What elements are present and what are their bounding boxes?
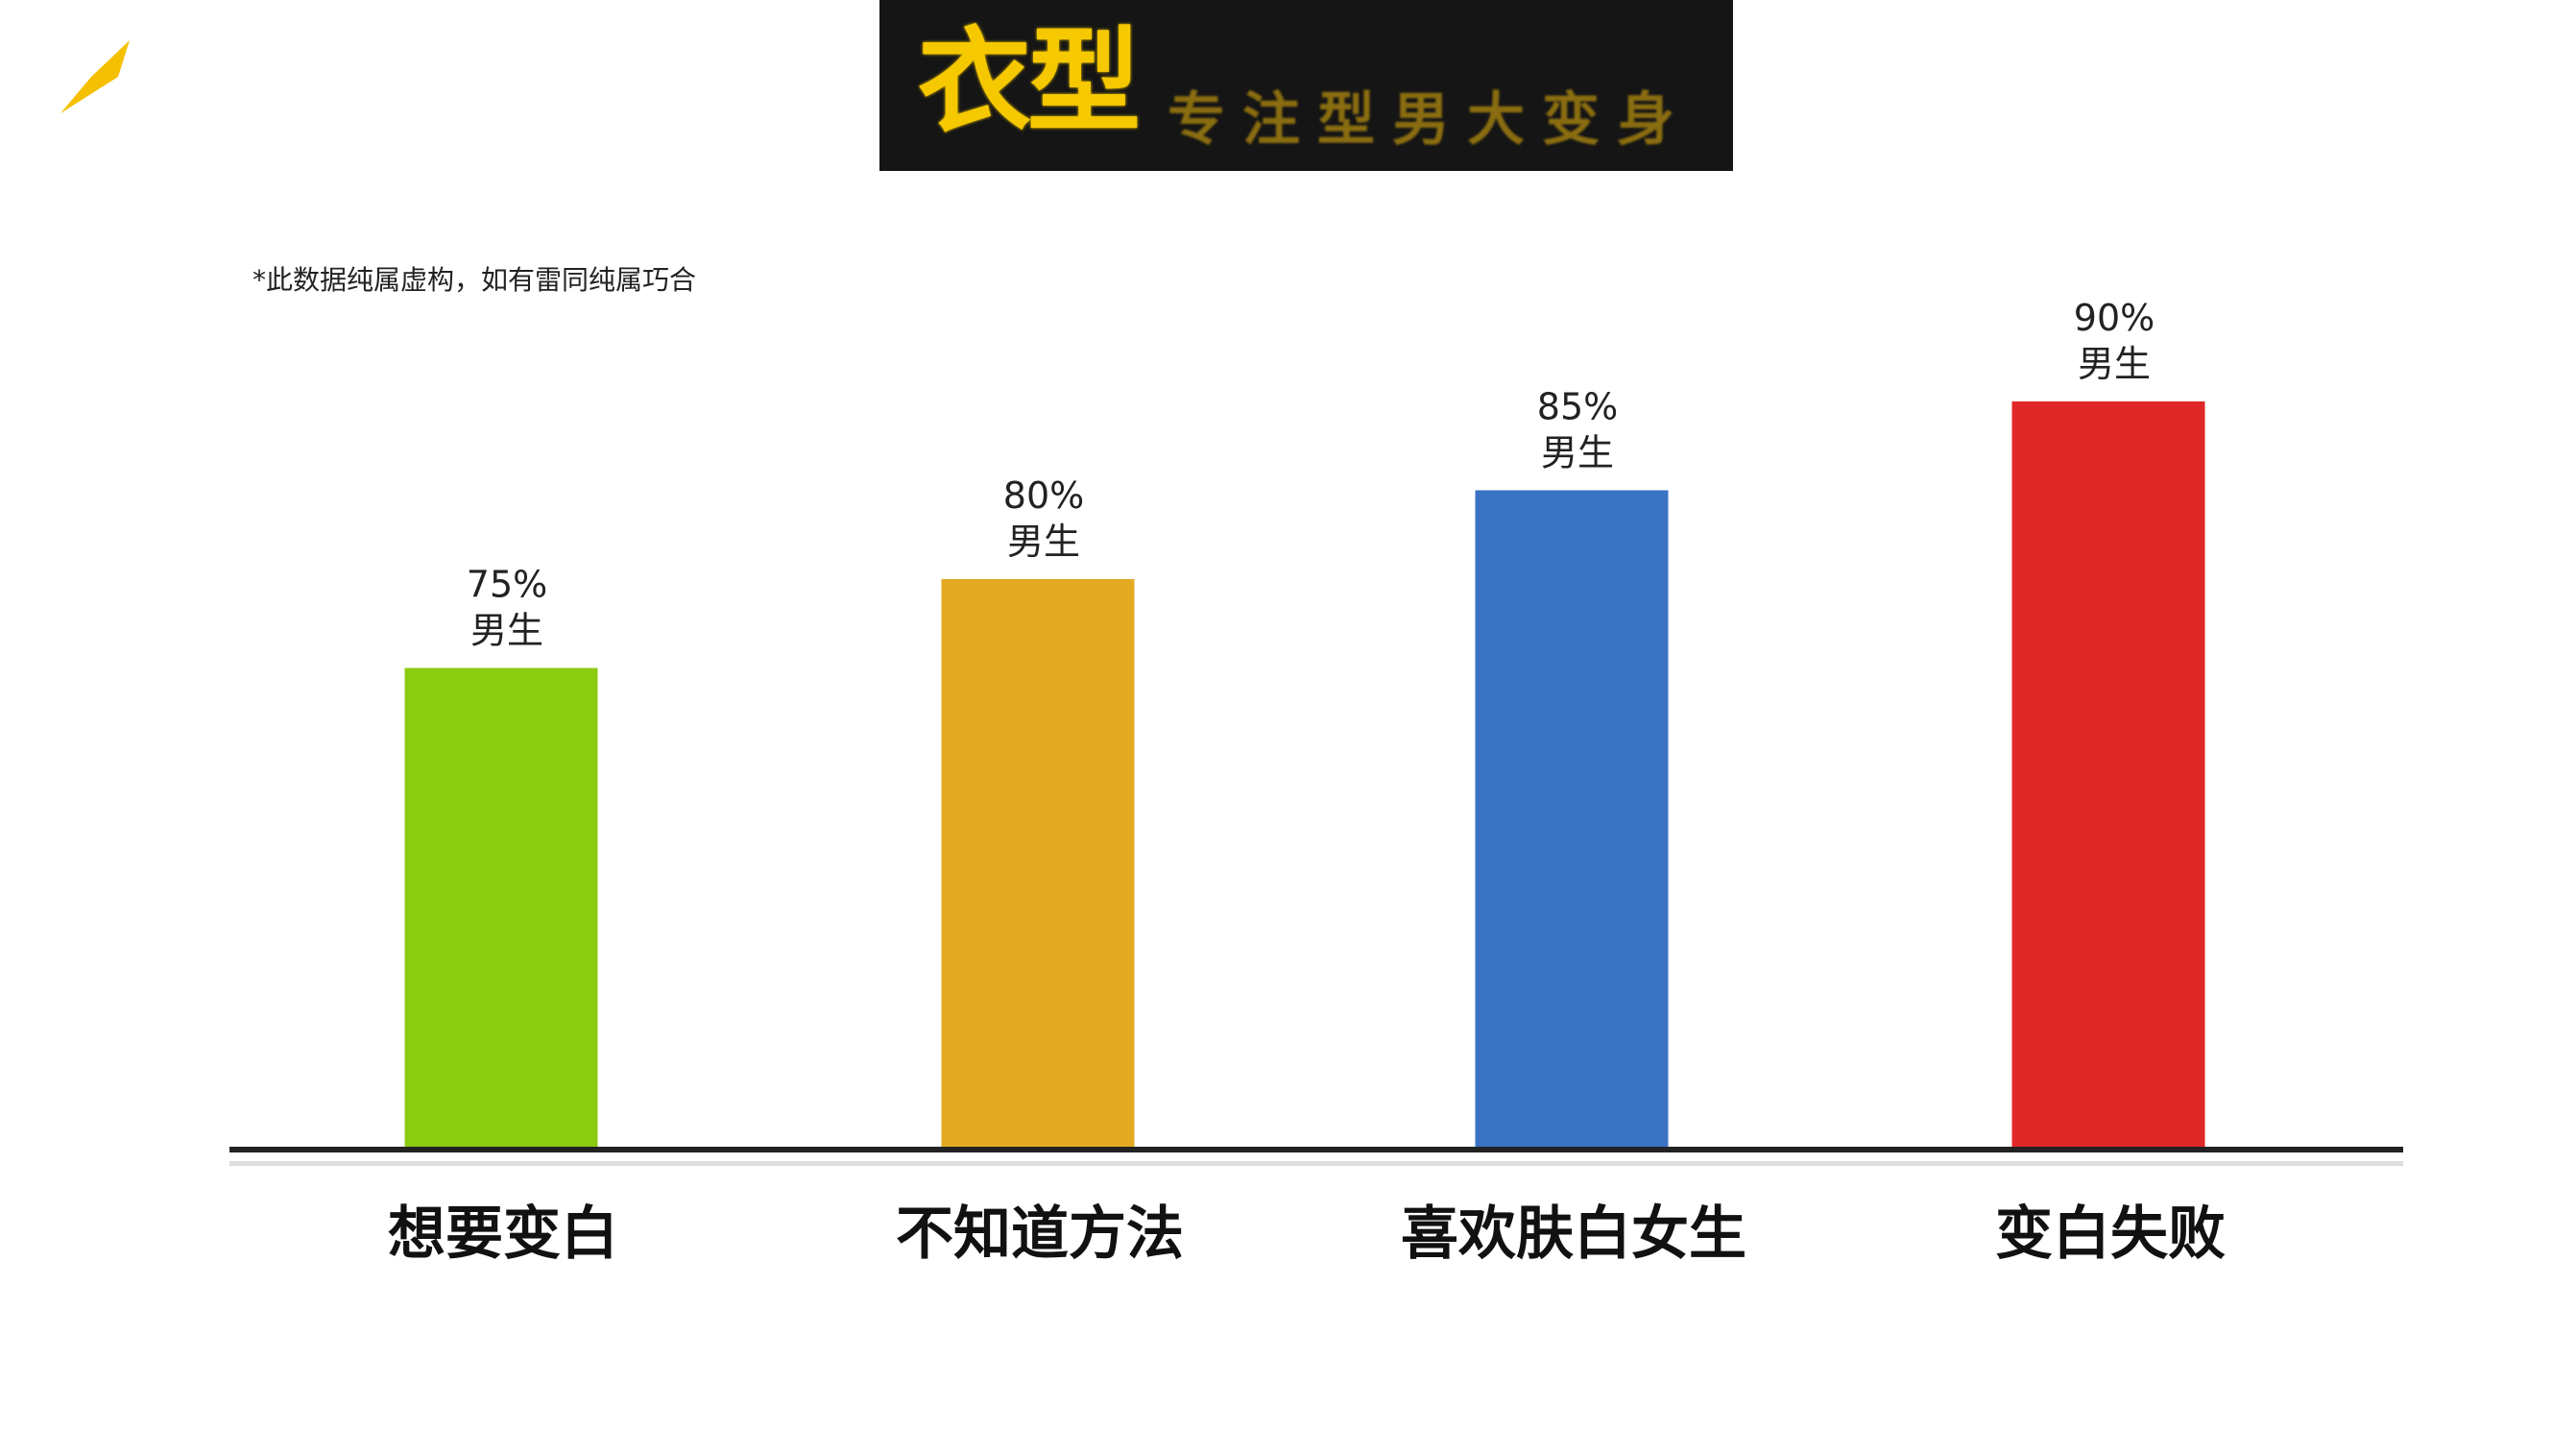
bar-4 [2011,401,2205,1148]
bar-3 [1475,490,1669,1148]
banner-subtitle: 专注型男大变身 [1168,86,1692,154]
unit-label: 男生 [2078,343,2151,385]
logo-slash-top [91,40,130,77]
x-axis-shadow [229,1161,2403,1166]
category-label: 想要变白 [388,1201,618,1268]
category-label: 不知道方法 [896,1201,1184,1268]
unit-label: 男生 [1541,432,1614,474]
unit-label: 男生 [1007,521,1080,563]
value-label: 85% [1537,386,1618,428]
disclaimer-note: *此数据纯属虚构，如有雷同纯属巧合 [253,264,697,296]
category-label: 喜欢肤白女生 [1401,1201,1746,1268]
category-label: 变白失败 [1995,1201,2226,1268]
banner-title: 衣型 [918,15,1141,148]
logo [60,40,130,113]
unit-label: 男生 [470,610,543,652]
value-label: 90% [2074,297,2155,339]
logo-slash-bottom [60,77,118,113]
value-label: 80% [1003,474,1084,517]
bar-2 [941,579,1135,1148]
bar-1 [404,667,598,1148]
banner: 衣型 专注型男大变身 [879,0,1733,171]
value-label: 75% [467,564,547,606]
